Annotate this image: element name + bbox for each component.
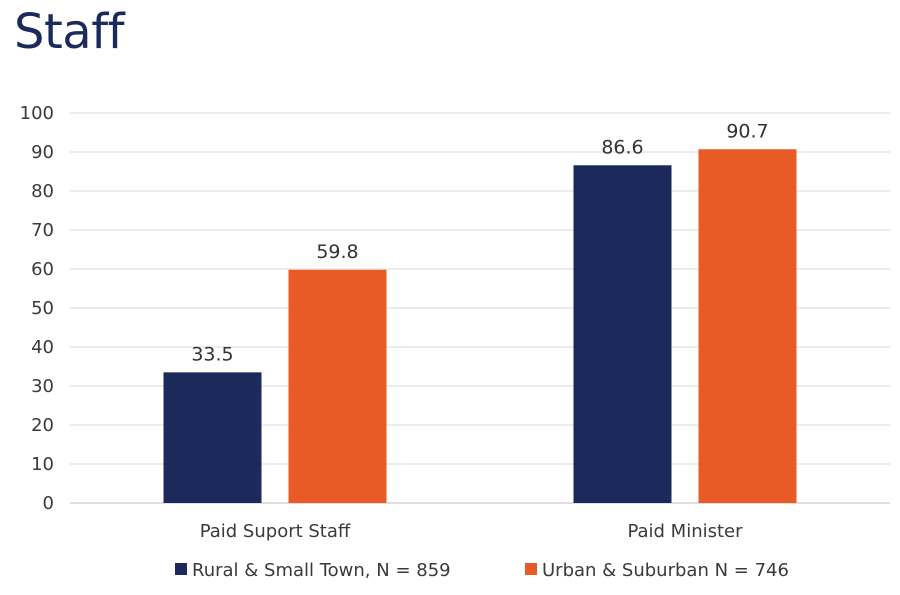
bar — [163, 372, 262, 503]
bar — [288, 269, 387, 503]
y-tick-label: 20 — [31, 415, 54, 436]
data-label: 59.8 — [316, 241, 358, 263]
legend: Rural & Small Town, N = 859 Urban & Subur… — [175, 560, 789, 581]
y-tick-label: 40 — [31, 337, 54, 358]
bar — [698, 149, 797, 503]
legend-label: Urban & Suburban N = 746 — [542, 560, 789, 581]
bars — [163, 149, 797, 503]
y-tick-label: 80 — [31, 181, 54, 202]
legend-swatch — [175, 563, 187, 575]
y-tick-label: 0 — [43, 493, 54, 514]
x-axis: Paid Suport Staff Paid Minister — [200, 521, 743, 542]
data-labels: 33.5 59.8 86.6 90.7 — [191, 120, 768, 365]
x-category-label: Paid Minister — [627, 521, 743, 542]
chart-title: Staff — [14, 4, 125, 60]
legend-item: Rural & Small Town, N = 859 — [175, 560, 451, 581]
y-tick-label: 100 — [20, 103, 54, 124]
y-tick-label: 50 — [31, 298, 54, 319]
data-label: 86.6 — [601, 136, 643, 158]
y-tick-label: 10 — [31, 454, 54, 475]
y-tick-label: 60 — [31, 259, 54, 280]
y-tick-label: 70 — [31, 220, 54, 241]
legend-item: Urban & Suburban N = 746 — [525, 560, 789, 581]
bar — [573, 165, 672, 503]
y-tick-label: 30 — [31, 376, 54, 397]
legend-swatch — [525, 563, 537, 575]
data-label: 90.7 — [726, 120, 768, 142]
data-label: 33.5 — [191, 343, 233, 365]
legend-label: Rural & Small Town, N = 859 — [192, 560, 451, 581]
y-axis: 0 10 20 30 40 50 60 70 80 90 100 — [20, 103, 54, 514]
y-tick-label: 90 — [31, 142, 54, 163]
x-category-label: Paid Suport Staff — [200, 521, 351, 542]
